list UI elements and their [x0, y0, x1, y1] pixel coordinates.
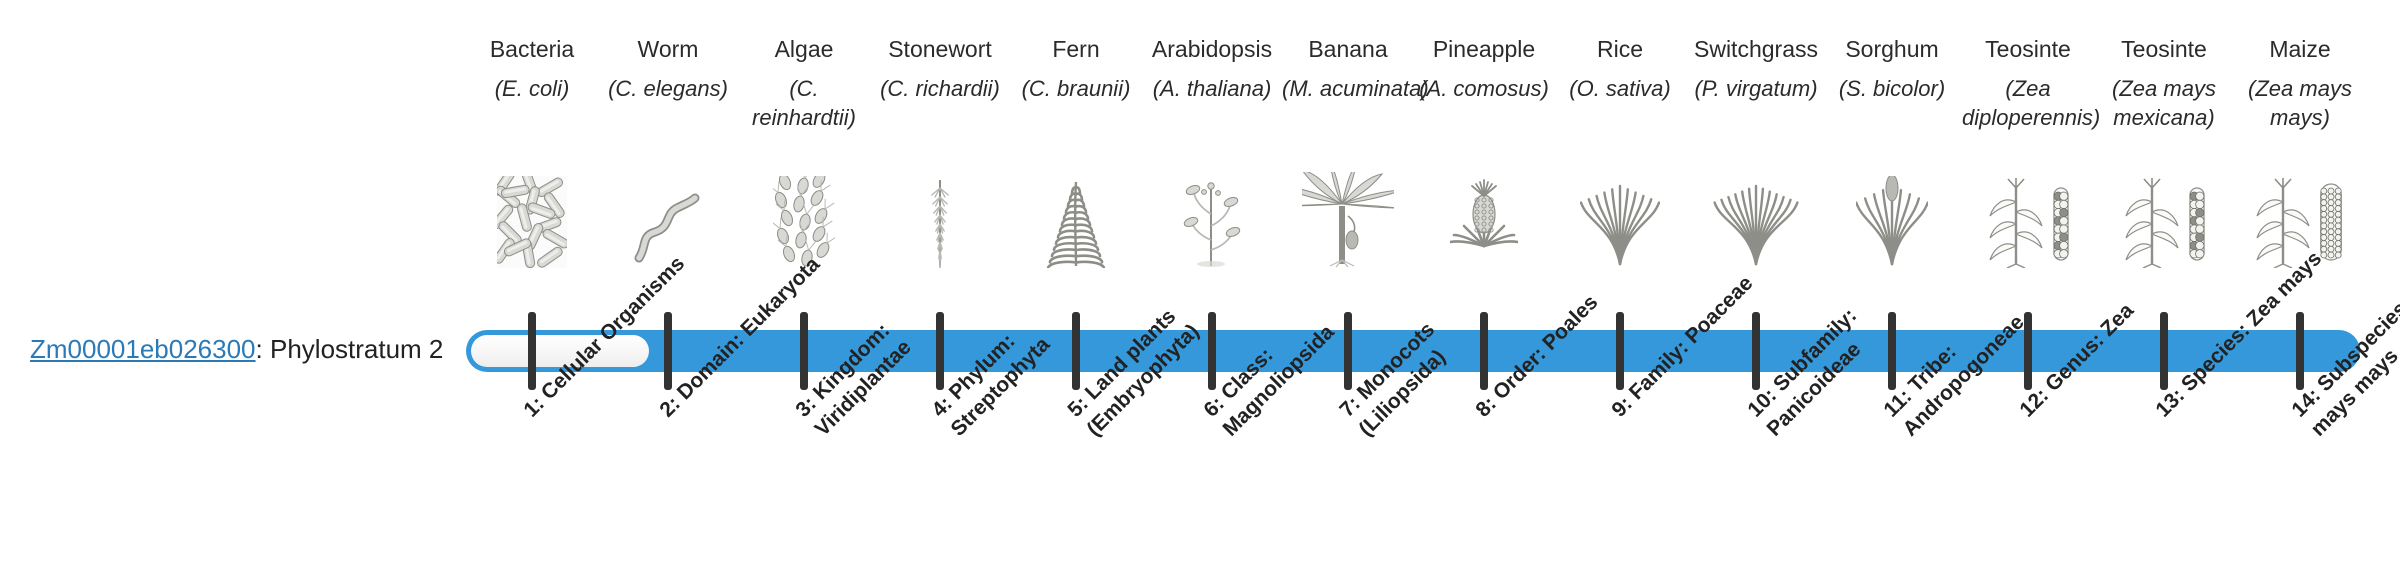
maize-cob-illustration	[2315, 178, 2347, 268]
gene-id-link[interactable]: Zm00001eb026300	[30, 334, 256, 364]
phylostratum-name: Subfamily: Panicoideae	[1762, 303, 1866, 441]
species-header-9: Rice (O. sativa)	[1554, 34, 1686, 103]
species-common-name: Bacteria	[489, 36, 575, 62]
organism-illustration-3	[738, 168, 870, 268]
organism-illustration-10	[1690, 168, 1822, 268]
phylostratum-tick-6	[1208, 312, 1216, 390]
organism-illustration-14	[2234, 168, 2366, 268]
species-common-name: Switchgrass	[1694, 36, 1818, 62]
phylostratum-bar-unfilled-segment	[471, 335, 649, 367]
phylostratum-tick-2	[664, 312, 672, 390]
species-scientific-name: (E. coli)	[494, 76, 570, 101]
rice-plant-illustration	[1580, 176, 1660, 268]
organism-illustration-1	[466, 168, 598, 268]
phylostratum-number: 13:	[2151, 383, 2190, 422]
species-header-8: Pineapple (A. comosus)	[1418, 34, 1550, 103]
phylostratum-tick-10	[1752, 312, 1760, 390]
green-algae-cells-illustration	[773, 176, 835, 268]
species-scientific-name: (Zea mays mexicana)	[2112, 76, 2216, 130]
phylostratum-value-text: Phylostratum 2	[269, 334, 444, 364]
species-scientific-name: (C. reinhardtii)	[752, 76, 856, 130]
phylostratum-tick-8	[1480, 312, 1488, 390]
species-header-7: Banana (M. acuminata)	[1282, 34, 1429, 103]
pineapple-plant-illustration	[1450, 174, 1518, 268]
species-header-11: Sorghum (S. bicolor)	[1826, 34, 1958, 103]
species-scientific-name: (O. sativa)	[1569, 76, 1671, 101]
organism-illustration-6	[1146, 168, 1278, 268]
species-scientific-name: (S. bicolor)	[1838, 76, 1946, 101]
phylostratum-tick-13	[2160, 312, 2168, 390]
species-header-10: Switchgrass (P. virgatum)	[1690, 34, 1822, 103]
gene-phylostratum-label: Zm00001eb026300: Phylostratum 2	[30, 332, 443, 366]
nematode-worm-illustration	[633, 192, 703, 268]
phylostratum-tick-12	[2024, 312, 2032, 390]
phylostratum-tick-14	[2296, 312, 2304, 390]
species-common-name: Teosinte	[1985, 36, 2071, 62]
species-header-3: Algae (C. reinhardtii)	[738, 34, 870, 132]
organism-illustration-4	[874, 168, 1006, 268]
species-common-name: Worm	[637, 36, 699, 62]
phylostratum-tick-7	[1344, 312, 1352, 390]
species-header-12: Teosinte (Zea diploperennis)	[1962, 34, 2101, 132]
species-scientific-name: (M. acuminata)	[1282, 76, 1429, 101]
species-scientific-name: (C. elegans)	[608, 76, 728, 101]
species-common-name: Arabidopsis	[1151, 36, 1273, 62]
species-common-name: Maize	[2269, 36, 2331, 62]
species-common-name: Teosinte	[2121, 36, 2207, 62]
phylostratum-tick-11	[1888, 312, 1896, 390]
banana-plant-illustration	[1302, 172, 1394, 268]
species-common-name: Algae	[774, 36, 834, 62]
species-common-name: Fern	[1052, 36, 1100, 62]
maize-plant-illustration	[2254, 176, 2312, 268]
species-header-14: Maize (Zea mays mays)	[2234, 34, 2366, 132]
phylostratum-tick-5	[1072, 312, 1080, 390]
bacteria-rods-illustration	[497, 176, 567, 268]
arabidopsis-plant-illustration	[1179, 174, 1245, 268]
species-header-2: Worm (C. elegans)	[602, 34, 734, 103]
organism-illustration-13	[2098, 168, 2230, 268]
fern-frond-illustration	[1042, 174, 1110, 268]
species-scientific-name: (A. comosus)	[1419, 76, 1549, 101]
species-common-name: Sorghum	[1845, 36, 1939, 62]
organism-illustration-2	[602, 168, 734, 268]
phylostratum-number: 12:	[2015, 383, 2054, 422]
phylostratum-tick-9	[1616, 312, 1624, 390]
species-scientific-name: (C. richardii)	[880, 76, 1000, 101]
teosinte-plant-illustration	[2121, 176, 2183, 268]
species-common-name: Banana	[1308, 36, 1388, 62]
organism-illustration-8	[1418, 168, 1550, 268]
stonewort-alga-illustration	[910, 174, 970, 268]
organism-illustration-7	[1282, 168, 1414, 268]
teosinte-ear-illustration	[2186, 182, 2208, 268]
species-header-5: Fern (C. braunii)	[1010, 34, 1142, 103]
species-scientific-name: (C. braunii)	[1021, 76, 1131, 101]
switchgrass-plant-illustration	[1713, 176, 1799, 268]
species-scientific-name: (P. virgatum)	[1694, 76, 1818, 101]
species-common-name: Rice	[1596, 36, 1643, 62]
organism-illustration-12	[1962, 168, 2094, 268]
species-header-1: Bacteria (E. coli)	[466, 34, 598, 103]
species-common-name: Stonewort	[888, 36, 992, 62]
phylostratum-tick-1	[528, 312, 536, 390]
phylostratum-name: Land plants (Embryophyta)	[1080, 304, 1204, 441]
teosinte-plant-illustration	[1985, 176, 2047, 268]
organism-illustration-5	[1010, 168, 1142, 268]
species-scientific-name: (Zea diploperennis)	[1962, 76, 2101, 130]
teosinte-ear-illustration	[2050, 182, 2072, 268]
organism-illustration-11	[1826, 168, 1958, 268]
species-scientific-name: (Zea mays mays)	[2248, 76, 2352, 130]
phylostratum-tick-3	[800, 312, 808, 390]
species-common-name: Pineapple	[1432, 36, 1536, 62]
organism-illustration-9	[1554, 168, 1686, 268]
species-header-4: Stonewort (C. richardii)	[874, 34, 1006, 103]
phylostratum-tick-4	[936, 312, 944, 390]
species-header-13: Teosinte (Zea mays mexicana)	[2098, 34, 2230, 132]
phylostratum-bar-track[interactable]	[466, 330, 2360, 372]
species-scientific-name: (A. thaliana)	[1152, 76, 1272, 101]
species-header-6: Arabidopsis (A. thaliana)	[1146, 34, 1278, 103]
sorghum-plant-illustration	[1856, 176, 1928, 268]
gene-label-separator: :	[255, 334, 270, 364]
